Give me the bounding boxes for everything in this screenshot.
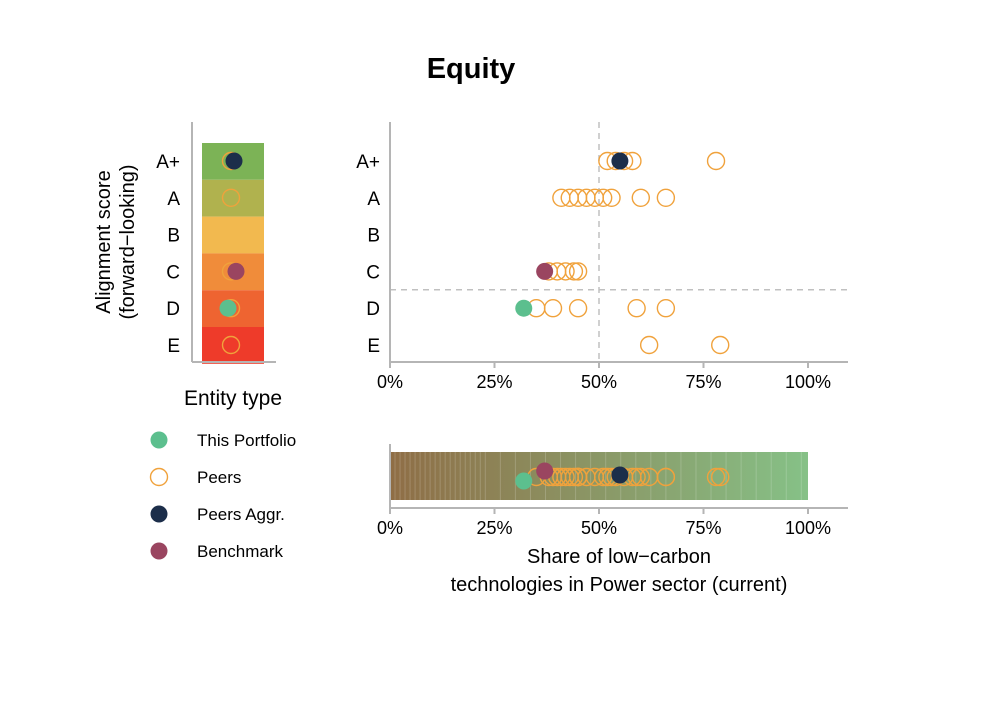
point-peers [543, 299, 563, 318]
main-x-tick-label: 25% [476, 372, 512, 392]
gradient-x-tick-label: 50% [581, 518, 617, 538]
legend: Entity type This Portfolio Peers Peers Agg… [149, 387, 296, 561]
point-peers [706, 151, 726, 171]
main-x-tick-label: 75% [685, 372, 721, 392]
gradient-x-tick-label: 75% [685, 518, 721, 538]
chart-title: Equity [427, 53, 516, 85]
point-peers [631, 188, 650, 208]
point-benchmark [536, 262, 554, 280]
gradient-point-benchmark [536, 462, 554, 480]
legend-label: Peers Aggr. [197, 505, 285, 524]
gradient-point-peers [568, 467, 588, 487]
legend-label: Peers [197, 468, 241, 487]
legend-item-this-portfolio: This Portfolio [150, 431, 296, 450]
main-y-tick-label: A+ [356, 152, 380, 173]
gradient-x-tick-label: 25% [476, 518, 512, 538]
gradient-point-peers [706, 467, 726, 487]
point-peers [564, 262, 584, 281]
score-label: E [167, 336, 180, 357]
score-band-b [202, 216, 264, 254]
legend-marker [150, 542, 168, 560]
point-peers-aggr- [611, 152, 629, 170]
x-axis-title: Share of low−carbon technologies in Power… [451, 546, 788, 596]
gradient-point-peers [639, 467, 659, 487]
main-y-tick-label: D [366, 299, 380, 320]
score-label: A+ [156, 152, 180, 173]
gradient-point-this-portfolio [515, 472, 533, 490]
strip-point-benchmark [227, 262, 245, 280]
legend-title: Entity type [184, 387, 282, 410]
gradient-point-peers [556, 467, 575, 487]
gradient-x-tick-label: 100% [785, 518, 831, 538]
score-label: B [167, 226, 180, 247]
gradient-point-peers-aggr- [611, 466, 629, 484]
legend-item-peers-aggr: Peers Aggr. [150, 505, 285, 524]
gradient-point-peers [631, 467, 650, 487]
point-peers [568, 299, 588, 318]
strip-point-peers [221, 188, 241, 208]
strip-point-peers [221, 335, 241, 355]
gradient-x-tick-label: 0% [377, 518, 403, 538]
legend-marker [149, 467, 169, 487]
legend-item-benchmark: Benchmark [150, 542, 283, 561]
point-peers [602, 188, 621, 208]
gradient-bar-panel: 0% 25% 50% 75% 100% [377, 444, 848, 538]
main-y-tick-label: E [367, 336, 380, 357]
point-peers [593, 188, 613, 208]
main-y-tick-label: B [367, 226, 380, 247]
legend-item-peers: Peers [149, 467, 241, 487]
point-peers [556, 262, 575, 281]
point-peers [639, 335, 659, 355]
gradient-point-peers [711, 467, 730, 487]
legend-marker [150, 431, 168, 449]
point-peers [656, 299, 676, 318]
legend-label: Benchmark [197, 542, 283, 561]
point-peers [627, 299, 646, 318]
score-label: D [166, 299, 180, 320]
point-peers [711, 335, 730, 355]
score-label: C [166, 262, 180, 283]
point-this-portfolio [515, 299, 533, 317]
point-peers [656, 188, 676, 208]
gradient-point-peers [564, 467, 584, 487]
main-x-tick-label: 0% [377, 372, 403, 392]
score-label: A [167, 189, 180, 210]
point-peers [568, 262, 588, 281]
legend-label: This Portfolio [197, 431, 296, 450]
main-x-tick-label: 100% [785, 372, 831, 392]
score-band-a [202, 179, 264, 217]
legend-marker [150, 505, 168, 523]
main-x-tick-label: 50% [581, 372, 617, 392]
score-band-e [202, 327, 264, 364]
strip-point-this-portfolio [219, 299, 237, 317]
main-y-tick-label: C [366, 262, 380, 283]
strip-point-peers-aggr- [225, 152, 243, 170]
main-y-tick-label: A [367, 189, 380, 210]
y-axis-title: Alignment score (forward−looking) [93, 164, 139, 319]
